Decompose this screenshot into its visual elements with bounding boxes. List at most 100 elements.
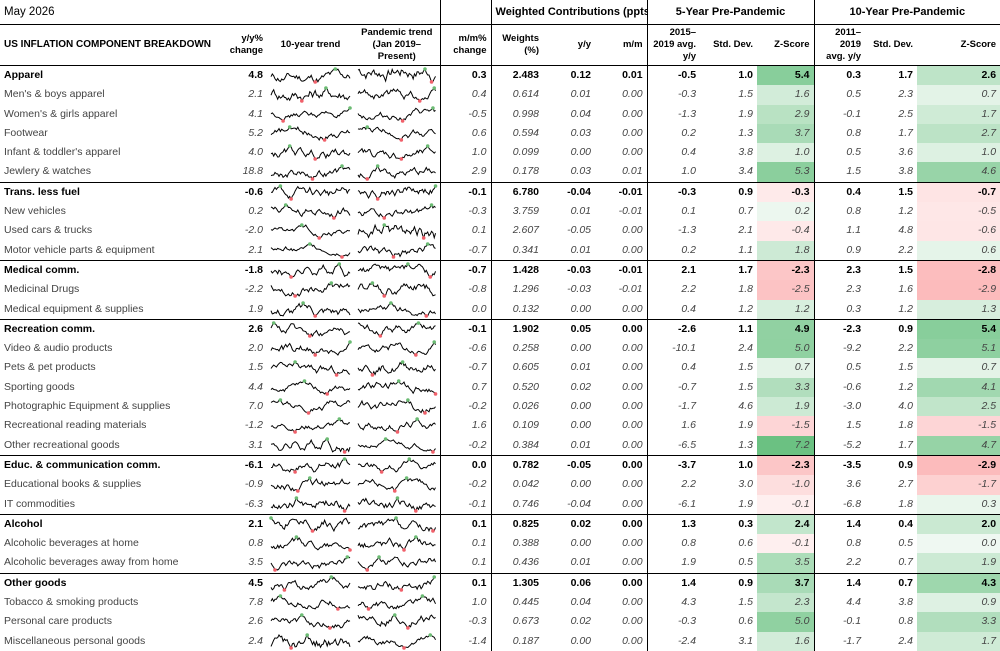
col-header-avg5: 2015–2019 avg. y/y <box>646 24 701 66</box>
column-header-row: US INFLATION COMPONENT BREAKDOWN y/y% ch… <box>0 24 1000 66</box>
component-name: Alcoholic beverages away from home <box>4 556 179 569</box>
sparkline <box>270 495 351 513</box>
zscore10: 2.7 <box>917 123 1000 144</box>
zscore10: 0.7 <box>917 358 1000 378</box>
avg5: 0.2 <box>646 123 701 144</box>
zscore10: 4.3 <box>917 572 1000 594</box>
std10: 0.7 <box>898 556 914 569</box>
sparkline-low-marker <box>313 80 317 84</box>
avg10: -6.8 <box>813 494 866 515</box>
sparkline-high-marker <box>400 359 405 364</box>
table-row: Women's & girls apparel 4.1 -0.5 0.998 0… <box>0 104 1000 124</box>
sparkline-low-marker <box>395 430 400 435</box>
weighted-mom: 0.00 <box>595 454 648 476</box>
weight: 0.341 <box>490 240 544 261</box>
yoy-change: 2.6 <box>222 318 267 340</box>
zscore5: -1.0 <box>757 475 815 495</box>
component-name: Alcoholic beverages at home <box>4 537 139 550</box>
zscore10: 0.7 <box>917 85 1000 105</box>
trend10-cell <box>267 416 354 435</box>
mom-change: 0.0 <box>439 299 492 320</box>
avg5: 0.4 <box>646 358 701 378</box>
trend10-cell <box>267 124 354 143</box>
weighted-mom: 0.00 <box>622 615 643 628</box>
weight: 2.607 <box>490 221 544 241</box>
zscore5: 3.7 <box>757 572 815 594</box>
sparkline-high-marker <box>431 105 435 110</box>
table-row: Alcoholic beverages away from home 3.5 0… <box>0 553 1000 574</box>
sparkline <box>357 340 437 358</box>
yoy-change: 18.8 <box>242 165 263 178</box>
trend10-cell <box>267 397 354 416</box>
avg5: -0.5 <box>646 65 701 86</box>
mom-change: 0.3 <box>439 65 492 86</box>
component-name: IT commodities <box>4 497 75 510</box>
weighted-yoy: 0.02 <box>543 513 596 535</box>
sparkline-high-marker <box>329 575 334 579</box>
sparkline-low-marker <box>382 294 387 299</box>
std5: 1.3 <box>738 126 754 139</box>
weighted-yoy: -0.03 <box>543 259 596 281</box>
zscore10: 2.6 <box>917 65 1000 86</box>
yoy-change: 7.8 <box>248 596 263 609</box>
mom-change: 0.0 <box>439 454 492 476</box>
zscore5: 5.3 <box>757 162 815 183</box>
weight: 1.428 <box>490 259 544 281</box>
sparkline <box>357 242 436 259</box>
weight: 0.109 <box>490 416 544 436</box>
component-name: Trans. less fuel <box>0 181 222 203</box>
mom-change: -1.4 <box>439 631 492 651</box>
std10: 4.8 <box>898 224 914 237</box>
sparkline-high-marker <box>300 613 304 618</box>
sparkline <box>270 321 351 338</box>
table-row: Personal care products 2.6 -0.3 0.673 0.… <box>0 612 1000 632</box>
avg5: -0.3 <box>646 612 701 632</box>
avg10: 0.5 <box>813 85 866 105</box>
trend10-cell <box>267 436 354 456</box>
table-row: IT commodities -6.3 -0.1 0.746 -0.04 0.0… <box>0 494 1000 515</box>
weight: 0.187 <box>490 631 544 651</box>
weighted-yoy: 0.00 <box>570 302 592 315</box>
sparkline-high-marker <box>365 125 370 129</box>
weight: 3.759 <box>490 202 544 222</box>
avg5: 0.8 <box>646 534 701 554</box>
avg5: -1.3 <box>646 104 701 124</box>
zscore10: 2.0 <box>917 513 1000 535</box>
pandemic-trend-cell <box>354 513 441 535</box>
weight: 0.042 <box>490 475 544 495</box>
mom-change: -0.7 <box>439 259 492 281</box>
std10: 2.3 <box>898 88 914 101</box>
trend10-cell <box>267 513 354 535</box>
trend10-cell <box>267 181 354 203</box>
component-name: Other recreational goods <box>4 438 120 451</box>
trend10-cell <box>267 593 354 612</box>
sparkline <box>270 184 351 201</box>
sparkline-high-marker <box>425 242 430 246</box>
zscore5: 0.7 <box>757 358 815 378</box>
mom-change: 0.1 <box>439 513 492 535</box>
avg10: -3.5 <box>813 454 866 476</box>
pandemic-trend-cell <box>354 105 440 124</box>
zscore5: 1.9 <box>757 397 815 417</box>
std10: 0.9 <box>865 454 918 476</box>
zscore10: 5.1 <box>917 339 1000 359</box>
std10: 1.5 <box>865 259 918 281</box>
zscore5: -2.5 <box>757 280 815 300</box>
trend10-cell <box>267 339 354 358</box>
avg10: 0.5 <box>813 358 866 378</box>
sparkline <box>270 144 351 162</box>
weight: 0.605 <box>490 358 544 378</box>
std10: 2.7 <box>898 478 914 491</box>
pandemic-trend-cell <box>354 65 441 86</box>
mom-change: -0.5 <box>439 104 492 124</box>
weight: 1.296 <box>490 280 544 300</box>
weighted-mom: 0.00 <box>595 572 648 594</box>
zscore10: 3.3 <box>917 612 1000 632</box>
trend10-cell <box>267 221 354 240</box>
mom-change: -0.7 <box>439 240 492 261</box>
avg5: -10.1 <box>646 339 701 359</box>
sparkline-low-marker <box>281 118 285 123</box>
sparkline-high-marker <box>428 632 433 637</box>
sparkline-low-marker <box>365 176 370 181</box>
zscore5: -0.1 <box>757 534 815 554</box>
